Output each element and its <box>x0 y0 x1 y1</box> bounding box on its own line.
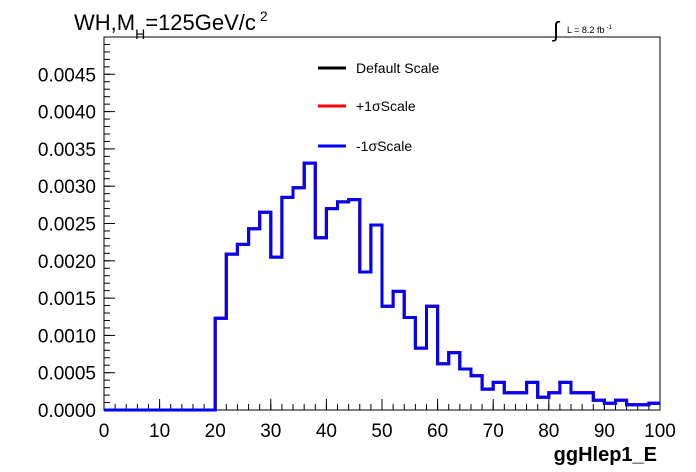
series-group <box>104 161 660 412</box>
x-tick-label: 60 <box>427 421 448 442</box>
series-line <box>104 161 660 412</box>
y-tick-label: 0.0000 <box>38 401 96 422</box>
y-tick-label: 0.0025 <box>38 215 96 236</box>
title-rest: =125GeV/c <box>145 10 256 35</box>
x-tick-label: 30 <box>260 421 281 442</box>
x-tick-label: 50 <box>371 421 392 442</box>
legend: Default Scale +1σScale -1σScale <box>318 60 439 154</box>
x-tick-label: 10 <box>149 421 170 442</box>
y-tick-label: 0.0040 <box>38 103 96 124</box>
x-axis-label: ggHlep1_E <box>554 444 657 466</box>
x-tick-label: 90 <box>594 421 615 442</box>
y-tick-label: 0.0045 <box>38 65 96 86</box>
lumi-label: L = 8.2 fb -1 <box>567 25 612 35</box>
lumi-text: L = 8.2 fb <box>567 25 604 35</box>
x-tick-label: 40 <box>316 421 337 442</box>
x-axis: 0 10 20 30 40 50 60 70 80 90 100 <box>99 399 676 442</box>
y-tick-label: 0.0015 <box>38 289 96 310</box>
lumi-superscript: -1 <box>606 25 612 31</box>
y-tick-label: 0.0030 <box>38 177 96 198</box>
legend-entry-label: Default Scale <box>356 60 439 76</box>
x-tick-label: 0 <box>99 421 110 442</box>
title-superscript: 2 <box>260 8 268 24</box>
y-axis: 0.0000 0.0005 0.0010 0.0015 0.0020 0.0025 0.00… <box>38 36 115 422</box>
title-main: WH,M <box>74 10 135 35</box>
chart-title: WH,MH=125GeV/c 2 <box>74 8 268 42</box>
y-tick-label: 0.0010 <box>38 326 96 347</box>
x-tick-label: 80 <box>538 421 559 442</box>
x-tick-label: 20 <box>205 421 226 442</box>
legend-entry-label: -1σScale <box>356 138 412 154</box>
legend-entry-label: +1σScale <box>356 98 416 114</box>
y-tick-label: 0.0035 <box>38 140 96 161</box>
y-tick-label: 0.0005 <box>38 364 96 385</box>
title-subscript: H <box>135 26 145 42</box>
x-tick-label: 70 <box>483 421 504 442</box>
integral-symbol: ∫ <box>551 17 561 42</box>
y-tick-label: 0.0020 <box>38 252 96 273</box>
x-tick-label: 100 <box>644 421 676 442</box>
